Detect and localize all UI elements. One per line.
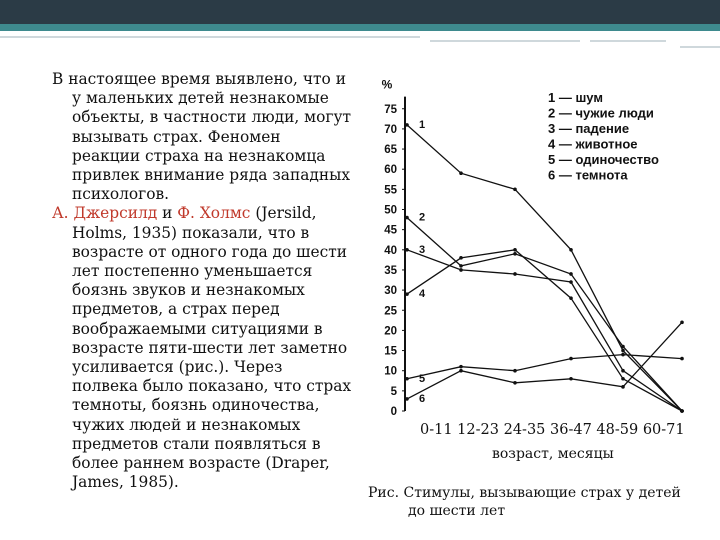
data-point-4 <box>405 292 409 296</box>
data-point-3 <box>459 268 463 272</box>
paragraph-2-text: (Jersild, Holms, 1935) показали, что в в… <box>72 204 352 492</box>
y-tick-label: 25 <box>384 305 397 317</box>
data-point-5 <box>680 356 684 361</box>
conjunction: и <box>162 204 173 223</box>
data-point-6 <box>405 397 409 401</box>
figure-caption: Рис. Стимулы, вызывающие страх у детей д… <box>368 484 708 520</box>
paragraph-1: В настоящее время выявлено, что и у мале… <box>52 70 352 204</box>
y-tick-label: 15 <box>384 346 397 358</box>
data-point-4 <box>680 409 684 413</box>
caption-line-2: до шести лет <box>408 503 506 519</box>
data-point-3 <box>405 248 409 252</box>
y-axis-label: % <box>382 78 393 92</box>
data-point-2 <box>513 252 517 256</box>
legend-entry-3: 3 — падение <box>548 121 629 136</box>
series-number-label: 4 <box>419 288 426 300</box>
slide-top-bar <box>0 0 720 24</box>
y-tick-label: 10 <box>384 366 397 378</box>
legend-entry-2: 2 — чужие люди <box>548 106 654 121</box>
data-point-4 <box>569 296 573 300</box>
data-point-6 <box>459 368 463 373</box>
data-point-5 <box>405 376 409 381</box>
data-point-6 <box>569 376 573 381</box>
data-point-1 <box>459 171 463 176</box>
series-number-label: 3 <box>419 244 425 256</box>
legend-entry-6: 6 — темнота <box>548 168 628 183</box>
data-point-5 <box>513 368 517 373</box>
data-point-2 <box>459 264 463 268</box>
x-tick-labels: 0-11 12-23 24-35 36-47 48-59 60-71 <box>420 422 685 438</box>
author-jersild: А. Джерсилд <box>52 204 158 223</box>
body-text: В настоящее время выявлено, что и у мале… <box>52 70 352 492</box>
legend-entry-4: 4 — животное <box>548 137 638 152</box>
caption-line-1: Рис. Стимулы, вызывающие страх у детей <box>368 485 681 501</box>
divider-line <box>590 40 666 42</box>
data-point-2 <box>569 272 573 276</box>
series-line-5 <box>406 353 683 380</box>
series-line-6 <box>406 321 683 400</box>
y-tick-label: 50 <box>384 205 397 217</box>
series-line-4 <box>406 249 683 412</box>
slide-accent-bar <box>0 24 720 31</box>
paragraph-2: А. Джерсилд и Ф. Холмс (Jersild, Holms, … <box>52 204 352 492</box>
legend-entry-5: 5 — одиночество <box>548 152 659 167</box>
divider-line <box>430 40 580 42</box>
data-point-6 <box>680 320 684 325</box>
series-number-label: 2 <box>419 212 425 224</box>
series-number-label: 6 <box>419 393 425 405</box>
data-point-4 <box>459 256 463 260</box>
data-point-1 <box>569 248 573 252</box>
series-line-1 <box>406 124 683 412</box>
series-line-3 <box>406 249 683 412</box>
data-point-1 <box>513 187 517 192</box>
data-point-6 <box>621 385 625 389</box>
y-tick-label: 30 <box>384 285 397 297</box>
data-point-4 <box>621 376 625 381</box>
data-point-5 <box>459 364 463 369</box>
y-tick-label: 70 <box>384 124 397 136</box>
x-axis-label: возраст, месяцы <box>492 446 614 462</box>
y-tick-label: 40 <box>384 245 397 257</box>
series-number-label: 5 <box>419 373 425 385</box>
data-point-6 <box>513 380 517 385</box>
data-point-2 <box>621 344 625 349</box>
y-tick-label: 20 <box>384 325 397 337</box>
divider-line <box>680 46 720 48</box>
y-tick-label: 60 <box>384 164 397 176</box>
series-number-label: 1 <box>419 119 425 131</box>
legend-entry-1: 1 — шум <box>548 90 603 105</box>
y-tick-label: 75 <box>384 104 397 116</box>
author-holmes: Ф. Холмс <box>177 204 251 223</box>
data-point-3 <box>513 272 517 276</box>
y-tick-label: 0 <box>391 406 397 418</box>
data-point-3 <box>621 368 625 373</box>
data-point-1 <box>405 123 409 127</box>
y-tick-label: 45 <box>384 225 397 237</box>
divider-line <box>0 36 420 38</box>
y-tick-label: 35 <box>384 265 397 277</box>
y-tick-label: 65 <box>384 144 397 156</box>
y-tick-label: 5 <box>391 386 398 398</box>
data-point-4 <box>513 248 517 252</box>
data-point-5 <box>621 352 625 357</box>
data-point-3 <box>569 280 573 284</box>
series-line-2 <box>406 217 683 412</box>
data-point-5 <box>569 356 573 361</box>
data-point-2 <box>405 215 409 220</box>
y-tick-label: 55 <box>384 184 397 196</box>
data-point-1 <box>621 348 625 353</box>
